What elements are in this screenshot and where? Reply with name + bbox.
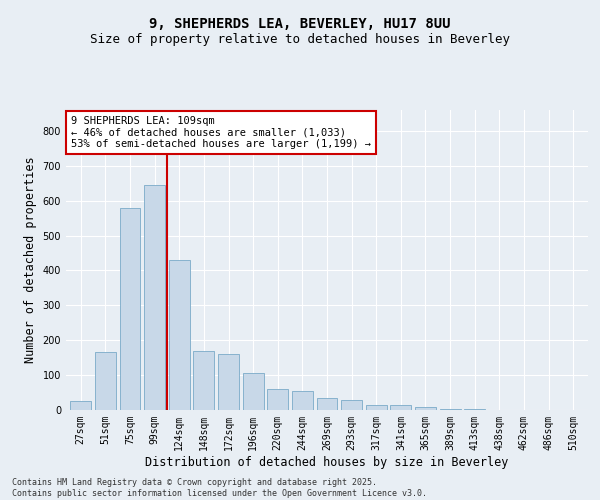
Text: Size of property relative to detached houses in Beverley: Size of property relative to detached ho… xyxy=(90,32,510,46)
Bar xyxy=(169,260,190,410)
Bar xyxy=(193,350,214,410)
X-axis label: Distribution of detached houses by size in Beverley: Distribution of detached houses by size … xyxy=(145,456,509,468)
Bar xyxy=(242,374,263,410)
Y-axis label: Number of detached properties: Number of detached properties xyxy=(24,156,37,364)
Bar xyxy=(144,185,165,410)
Bar xyxy=(292,391,313,410)
Bar xyxy=(70,402,91,410)
Text: 9, SHEPHERDS LEA, BEVERLEY, HU17 8UU: 9, SHEPHERDS LEA, BEVERLEY, HU17 8UU xyxy=(149,18,451,32)
Bar xyxy=(317,398,337,410)
Bar xyxy=(341,400,362,410)
Text: 9 SHEPHERDS LEA: 109sqm
← 46% of detached houses are smaller (1,033)
53% of semi: 9 SHEPHERDS LEA: 109sqm ← 46% of detache… xyxy=(71,116,371,149)
Text: Contains HM Land Registry data © Crown copyright and database right 2025.
Contai: Contains HM Land Registry data © Crown c… xyxy=(12,478,427,498)
Bar xyxy=(95,352,116,410)
Bar xyxy=(366,405,387,410)
Bar xyxy=(464,408,485,410)
Bar xyxy=(391,405,412,410)
Bar xyxy=(267,389,288,410)
Bar xyxy=(218,354,239,410)
Bar xyxy=(415,407,436,410)
Bar xyxy=(440,408,461,410)
Bar xyxy=(119,208,140,410)
